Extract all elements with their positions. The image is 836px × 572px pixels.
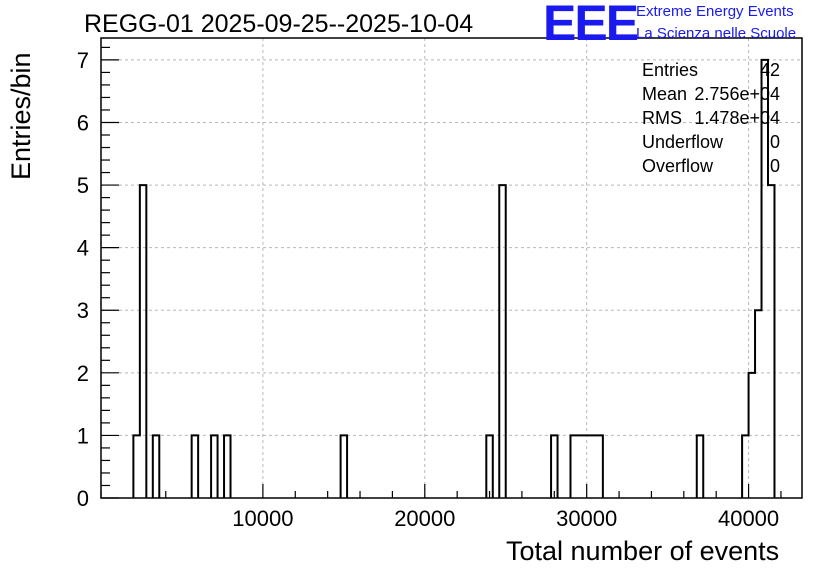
underflow-label: Underflow — [642, 132, 724, 152]
eee-logo: EEE — [543, 0, 639, 51]
x-axis-label: Total number of events — [506, 536, 780, 566]
grid-lines — [101, 38, 802, 498]
histogram-outline — [132, 58, 776, 498]
histogram-bars — [132, 58, 776, 498]
x-tick-label: 10000 — [232, 506, 293, 531]
y-tick-label: 1 — [77, 423, 89, 448]
underflow-value: 0 — [769, 132, 780, 152]
y-tick-label: 6 — [77, 110, 89, 135]
y-tick-label: 7 — [77, 48, 89, 73]
stats-box: Entries 42 Mean 2.756e+04 RMS 1.478e+04 … — [642, 60, 782, 180]
x-tick-label: 20000 — [394, 506, 455, 531]
mean-label: Mean — [642, 84, 688, 104]
y-tick-label: 0 — [77, 486, 89, 511]
y-axis-label: Entries/bin — [6, 52, 36, 180]
entries-value: 42 — [759, 60, 780, 80]
x-tick-label: 40000 — [718, 506, 779, 531]
logo-line-1: Extreme Energy Events — [636, 3, 794, 20]
axis-ticks — [100, 46, 782, 499]
y-tick-label: 3 — [77, 298, 89, 323]
mean-value: 2.756e+04 — [694, 84, 780, 104]
y-tick-label: 4 — [77, 236, 89, 261]
plot-frame — [100, 37, 803, 499]
x-tick-label: 30000 — [556, 506, 617, 531]
y-tick-label: 5 — [77, 173, 89, 198]
overflow-label: Overflow — [642, 156, 714, 176]
y-tick-label: 2 — [77, 361, 89, 386]
logo-line-2: La Scienza nelle Scuole — [636, 25, 797, 42]
entries-label: Entries — [642, 60, 699, 80]
rms-label: RMS — [642, 108, 682, 128]
stats-row-rms: RMS 1.478e+04 — [642, 108, 782, 132]
chart-title: REGG-01 2025-09-25--2025-10-04 — [84, 10, 474, 38]
stats-row-mean: Mean 2.756e+04 — [642, 84, 782, 108]
axis-tick-labels: 10000 20000 30000 40000 0 1 2 3 4 5 6 7 — [77, 48, 779, 531]
stats-row-entries: Entries 42 — [642, 60, 782, 84]
overflow-value: 0 — [769, 156, 780, 176]
stats-row-overflow: Overflow 0 — [642, 156, 782, 180]
stats-row-underflow: Underflow 0 — [642, 132, 782, 156]
rms-value: 1.478e+04 — [694, 108, 780, 128]
